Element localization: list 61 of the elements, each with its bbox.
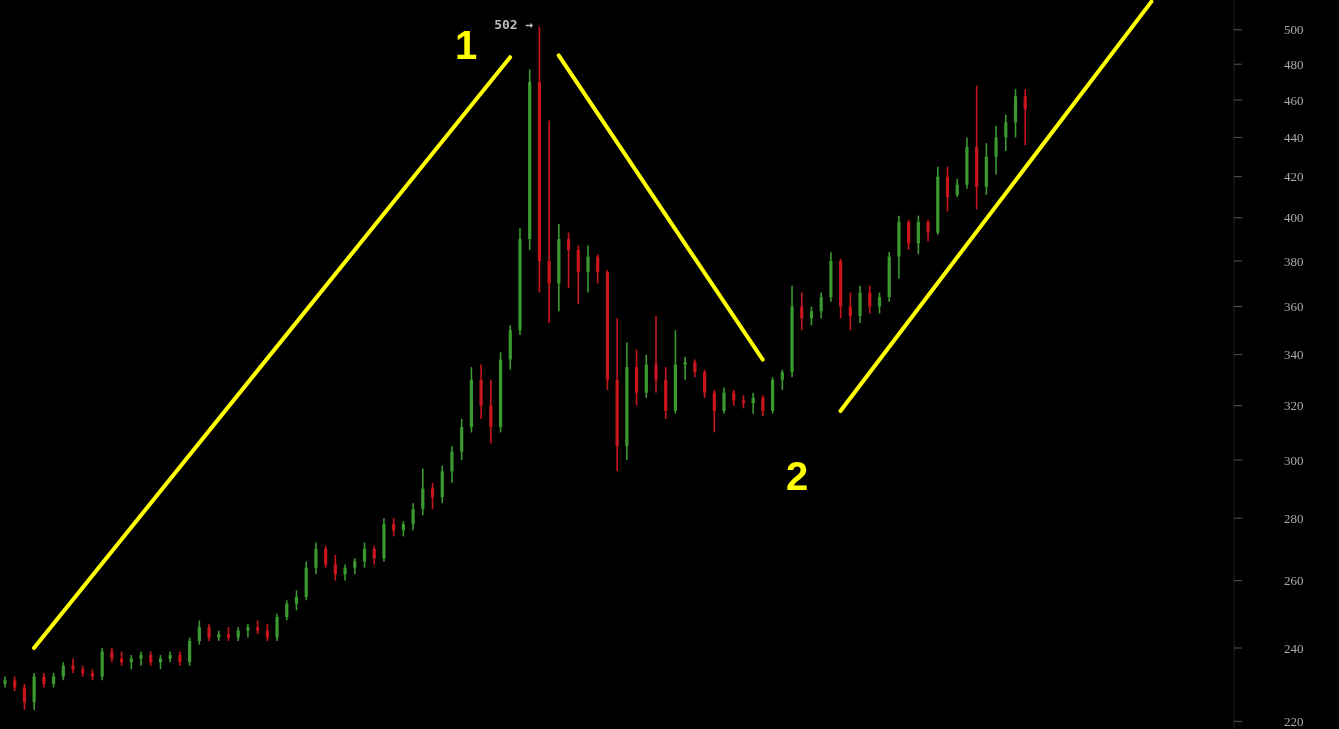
candlestick xyxy=(683,356,687,381)
candlestick xyxy=(848,291,852,332)
y-tick-label: 360 xyxy=(1284,299,1304,315)
candlestick xyxy=(596,253,600,285)
candlestick xyxy=(576,244,580,305)
candlestick xyxy=(294,589,299,612)
y-tick-label: 220 xyxy=(1284,713,1304,729)
candlestick xyxy=(411,502,415,532)
candlestick xyxy=(421,467,425,516)
candlestick xyxy=(819,291,823,320)
y-tick-label: 400 xyxy=(1284,210,1304,226)
candlestick xyxy=(800,291,804,332)
candlestick xyxy=(285,599,289,622)
candlestick xyxy=(1004,114,1008,152)
annotation: 502 → xyxy=(493,16,534,34)
candlestick xyxy=(489,378,493,445)
candlestick xyxy=(547,119,551,324)
candlestick xyxy=(994,125,998,176)
candlestick xyxy=(324,544,328,569)
candlestick xyxy=(1023,88,1027,146)
candlestick xyxy=(945,165,950,213)
annotation: 1 xyxy=(453,22,479,69)
candlestick xyxy=(188,636,192,667)
candlestick xyxy=(780,368,784,391)
y-tick-label: 300 xyxy=(1284,452,1304,468)
candlestick xyxy=(907,219,911,251)
candlestick xyxy=(654,315,658,394)
candlestick xyxy=(314,541,318,575)
candlestick xyxy=(586,244,590,294)
candlestick xyxy=(246,623,250,639)
y-tick-label: 420 xyxy=(1284,169,1304,185)
candlestick xyxy=(71,657,75,674)
candlestick xyxy=(712,389,716,434)
candlestick xyxy=(955,177,959,198)
candlestick xyxy=(392,517,396,538)
candlestick xyxy=(702,368,707,399)
y-tick-label: 440 xyxy=(1284,130,1304,146)
candlestick xyxy=(761,394,765,418)
candlestick xyxy=(722,386,726,415)
y-tick-label: 380 xyxy=(1284,253,1304,269)
candlestick xyxy=(61,661,65,682)
y-tick-label: 340 xyxy=(1284,347,1304,363)
y-tick-label: 480 xyxy=(1284,56,1304,72)
candlestick xyxy=(916,214,920,256)
candlestick xyxy=(275,612,279,642)
candlestick xyxy=(372,544,376,566)
candlestick xyxy=(926,219,930,243)
candlestick xyxy=(197,619,201,646)
candlestick xyxy=(877,291,882,315)
y-tick-label: 460 xyxy=(1284,92,1304,108)
candlestick xyxy=(450,445,454,484)
candlestick xyxy=(566,231,571,289)
y-tick-label: 320 xyxy=(1284,398,1304,414)
y-tick-label: 280 xyxy=(1284,510,1304,526)
y-tick-label: 240 xyxy=(1284,640,1304,656)
candlestick xyxy=(809,305,814,327)
y-tick-label: 500 xyxy=(1284,22,1304,38)
annotation: 2 xyxy=(784,453,810,500)
candlestick xyxy=(858,284,862,324)
candlestick xyxy=(362,541,367,569)
y-tick-label: 260 xyxy=(1284,573,1304,589)
